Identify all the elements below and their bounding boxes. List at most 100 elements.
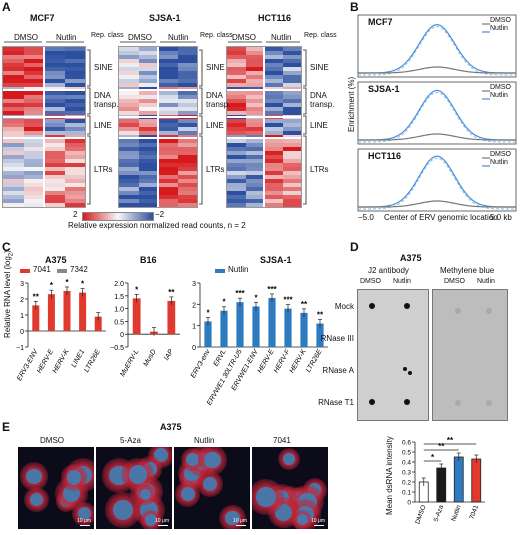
heatmap-cell bbox=[264, 67, 283, 72]
heatmap-cell bbox=[264, 71, 283, 76]
heatmap-cell bbox=[177, 119, 197, 124]
heatmap-cell bbox=[3, 163, 24, 168]
heatmap-cell bbox=[245, 143, 265, 148]
legend-7342-swatch bbox=[57, 269, 67, 273]
heatmap-cell bbox=[245, 71, 265, 76]
heatmap-cell bbox=[3, 59, 24, 64]
heatmap-cell bbox=[282, 91, 301, 96]
blot-faint-dot bbox=[486, 308, 492, 314]
heatmap-cell bbox=[158, 51, 178, 56]
cell-nucleus bbox=[255, 487, 276, 507]
blot-faint-dot bbox=[486, 400, 492, 406]
heatmap-cell bbox=[245, 199, 265, 204]
micro-image-dmso: 10 μm bbox=[18, 447, 94, 529]
heatmap-cell bbox=[245, 59, 265, 64]
heatmap-cell bbox=[264, 195, 283, 200]
scale-bar-label: 10 μm bbox=[77, 518, 91, 524]
heatmap-cell bbox=[3, 175, 24, 180]
profile-frame bbox=[357, 148, 517, 212]
heatmap-cell bbox=[227, 167, 246, 172]
heatmap-cell bbox=[3, 91, 24, 96]
heatmap-cell bbox=[23, 143, 45, 148]
rna-ylabel-sub: 2 bbox=[8, 252, 15, 257]
heatmap-cell bbox=[3, 203, 24, 207]
c-sjsa-title: SJSA-1 bbox=[260, 255, 292, 265]
heatmap-cell bbox=[227, 139, 246, 144]
heatmap-cell bbox=[64, 127, 85, 132]
heatmap-cell bbox=[177, 175, 197, 180]
b16-gene-label: IAP bbox=[163, 348, 175, 362]
heatmap-cell bbox=[158, 91, 178, 96]
scale-bar bbox=[314, 525, 324, 526]
class-transp-mcf7: transp. bbox=[94, 100, 119, 109]
a375-bar bbox=[63, 291, 71, 331]
heatmap-cell bbox=[158, 171, 178, 176]
heatmap-cell bbox=[227, 131, 246, 136]
heatmap-cell bbox=[177, 163, 197, 168]
heatmap-cell bbox=[3, 107, 24, 112]
blot-nutlin-2: Nutlin bbox=[477, 278, 495, 285]
a375-significance: * bbox=[50, 281, 54, 290]
heatmap-cell bbox=[245, 127, 265, 132]
heatmap-cell bbox=[23, 139, 45, 144]
heatmap-cell bbox=[44, 143, 65, 148]
heatmap-cell bbox=[64, 199, 85, 204]
heatmap-cell bbox=[282, 159, 301, 164]
blot-dot bbox=[404, 303, 410, 309]
heatmap-cell bbox=[264, 123, 283, 128]
heatmap-cell bbox=[282, 195, 301, 200]
heatmap-cell bbox=[23, 75, 45, 80]
heatmap-cell bbox=[227, 159, 246, 164]
heatmap-cell bbox=[138, 107, 159, 112]
heatmap-cell bbox=[158, 163, 178, 168]
cell-nucleus bbox=[139, 488, 151, 500]
class-sine-sjsa: SINE bbox=[206, 63, 225, 72]
heatmap-cell bbox=[119, 71, 139, 76]
class-dna-hct116: DNA bbox=[310, 91, 327, 100]
profile-legend-dmso-sjsa: DMSO bbox=[490, 84, 511, 91]
heatmap-cell bbox=[245, 131, 265, 136]
sjsa-significance: ** bbox=[301, 300, 308, 309]
b16-ytick-label: 0.5 bbox=[114, 319, 124, 326]
heatmap-cell bbox=[158, 59, 178, 64]
heatmap-cell bbox=[64, 187, 85, 192]
heatmap-cell bbox=[158, 103, 178, 108]
class-ltrs-sjsa: LTRs bbox=[206, 165, 225, 174]
heatmap-cell bbox=[23, 199, 45, 204]
heatmap-cell bbox=[119, 147, 139, 152]
heatmap-cell bbox=[138, 123, 159, 128]
sjsa-bar bbox=[316, 323, 324, 347]
heatmap-cell bbox=[3, 195, 24, 200]
enrichment-ylabel: Enrichment (%) bbox=[347, 76, 356, 132]
heatmap-cell bbox=[64, 67, 85, 72]
profile-legend-dmso-hct116: DMSO bbox=[490, 151, 511, 158]
heatmap-cell bbox=[3, 199, 24, 204]
heatmap-cell bbox=[158, 175, 178, 180]
heatmap-cell bbox=[264, 183, 283, 188]
legend-nutlin-swatch bbox=[215, 269, 225, 273]
heatmap-cell bbox=[264, 139, 283, 144]
heatmap-cell bbox=[44, 191, 65, 196]
class-transp-sjsa: transp. bbox=[206, 100, 231, 109]
b16-significance: * bbox=[135, 285, 139, 294]
sjsa-bar bbox=[284, 308, 292, 347]
heatmap-cell bbox=[138, 67, 159, 72]
profile-nutlin-rep bbox=[358, 25, 516, 76]
blot-nutlin-1: Nutlin bbox=[393, 278, 411, 285]
heatmap-cell bbox=[158, 47, 178, 52]
b16-bar bbox=[132, 298, 141, 335]
heatmap-cell bbox=[23, 55, 45, 60]
heatmap-cell bbox=[158, 147, 178, 152]
blot-methylene-blue bbox=[432, 289, 508, 421]
micro-image-7041: 10 μm bbox=[252, 447, 328, 529]
heatmap-cell bbox=[3, 119, 24, 124]
heatmap-cell bbox=[64, 111, 85, 116]
heatmap-cell bbox=[3, 111, 24, 116]
sjsa-bar bbox=[236, 302, 244, 347]
blot-dmso-2: DMSO bbox=[444, 278, 465, 285]
dsrna-ytick-label: 0 bbox=[407, 500, 411, 507]
heatmap-cell bbox=[64, 103, 85, 108]
heatmap-cell bbox=[282, 99, 301, 104]
enrichment-xlabel-mid: Center of ERV genomic location bbox=[384, 213, 498, 222]
class-transp-hct116: transp. bbox=[310, 100, 335, 109]
